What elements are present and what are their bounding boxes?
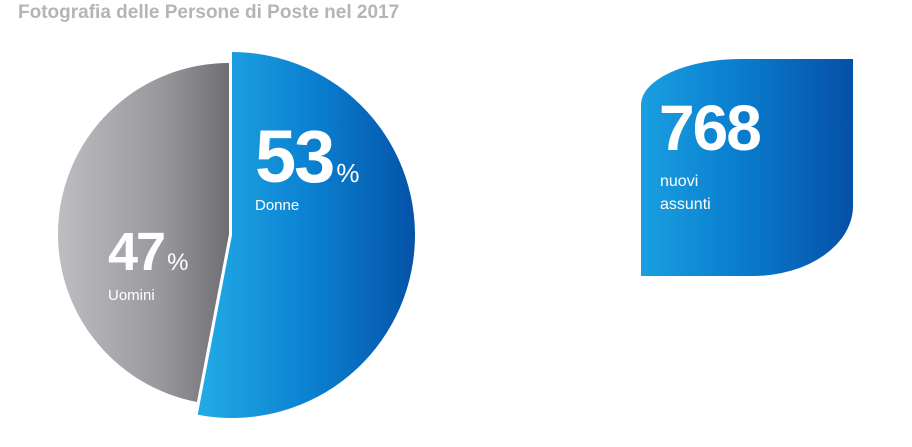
pie-slice-uomini bbox=[57, 63, 229, 402]
donne-value: 53 bbox=[255, 115, 335, 198]
new-hires-value: 768 bbox=[659, 92, 762, 164]
uomini-caption: Uomini bbox=[108, 287, 155, 304]
new-hires-caption-line2: assunti bbox=[660, 196, 711, 213]
uomini-percent-sign: % bbox=[167, 249, 189, 276]
pie-slice-donne bbox=[197, 52, 416, 419]
donne-label: 53% Donne bbox=[255, 114, 359, 214]
new-hires-card: 768 nuovi assunti bbox=[641, 59, 853, 276]
donne-percent-sign: % bbox=[336, 158, 360, 188]
pie-chart bbox=[57, 52, 416, 419]
new-hires-caption: nuovi assunti bbox=[660, 170, 711, 216]
chart-title: Fotografia delle Persone di Poste nel 20… bbox=[18, 2, 400, 23]
uomini-label: 47% Uomini bbox=[108, 221, 188, 304]
new-hires-caption-line1: nuovi bbox=[660, 173, 699, 190]
uomini-value: 47 bbox=[108, 222, 166, 282]
donne-caption: Donne bbox=[255, 197, 300, 214]
